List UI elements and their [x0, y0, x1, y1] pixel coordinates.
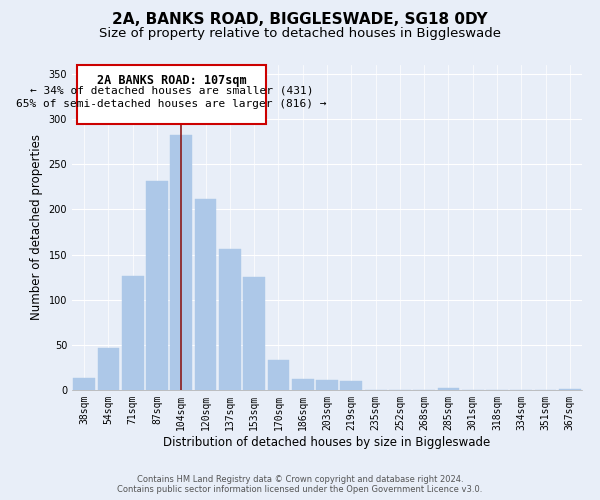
Bar — [268, 360, 289, 390]
Bar — [437, 388, 460, 390]
Bar — [292, 379, 314, 390]
X-axis label: Distribution of detached houses by size in Biggleswade: Distribution of detached houses by size … — [163, 436, 491, 448]
Text: 2A BANKS ROAD: 107sqm: 2A BANKS ROAD: 107sqm — [97, 74, 247, 87]
Bar — [170, 136, 192, 390]
Text: Contains HM Land Registry data © Crown copyright and database right 2024.: Contains HM Land Registry data © Crown c… — [137, 475, 463, 484]
Bar — [77, 65, 266, 124]
Bar — [219, 249, 241, 390]
Text: Size of property relative to detached houses in Biggleswade: Size of property relative to detached ho… — [99, 28, 501, 40]
Bar — [559, 389, 581, 390]
Bar — [194, 198, 217, 390]
Bar — [122, 276, 143, 390]
Text: ← 34% of detached houses are smaller (431): ← 34% of detached houses are smaller (43… — [30, 86, 313, 96]
Text: 2A, BANKS ROAD, BIGGLESWADE, SG18 0DY: 2A, BANKS ROAD, BIGGLESWADE, SG18 0DY — [112, 12, 488, 28]
Y-axis label: Number of detached properties: Number of detached properties — [30, 134, 43, 320]
Bar — [243, 277, 265, 390]
Text: 65% of semi-detached houses are larger (816) →: 65% of semi-detached houses are larger (… — [16, 100, 327, 110]
Bar — [97, 348, 119, 390]
Text: Contains public sector information licensed under the Open Government Licence v3: Contains public sector information licen… — [118, 485, 482, 494]
Bar — [316, 380, 338, 390]
Bar — [73, 378, 95, 390]
Bar — [146, 180, 168, 390]
Bar — [340, 381, 362, 390]
